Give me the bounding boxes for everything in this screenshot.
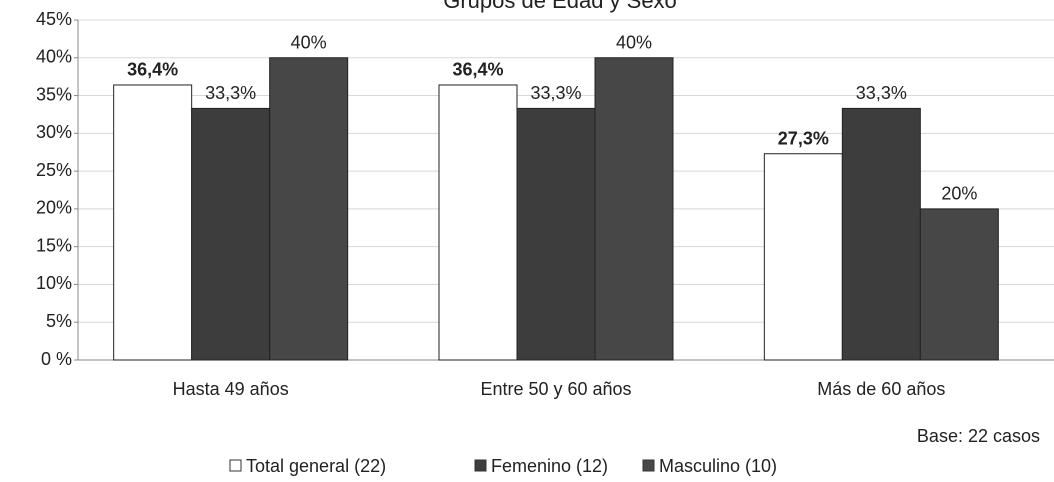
y-tick-label: 35%: [36, 84, 72, 104]
bar: [191, 107, 271, 361]
x-tick-label: Hasta 49 años: [173, 379, 289, 399]
legend-label: Masculino (10): [659, 456, 777, 476]
annotation: Base: 22 casos: [917, 426, 1040, 446]
value-label: 40%: [291, 33, 327, 53]
value-label: 27,3%: [778, 128, 829, 148]
value-label: 36,4%: [452, 60, 503, 80]
value-label: 33,3%: [856, 83, 907, 103]
y-tick-label: 30%: [36, 122, 72, 142]
y-tick-label: 40%: [36, 47, 72, 67]
y-tick-label: 45%: [36, 9, 72, 29]
bar: [269, 57, 349, 361]
value-label: 20%: [941, 184, 977, 204]
x-tick-label: Entre 50 y 60 años: [480, 379, 631, 399]
value-label: 36,4%: [127, 60, 178, 80]
legend-swatch: [474, 459, 487, 472]
value-label: 40%: [616, 33, 652, 53]
value-label: 33,3%: [530, 83, 581, 103]
value-label: 33,3%: [205, 83, 256, 103]
bar: [594, 57, 674, 361]
legend-label: Femenino (12): [491, 456, 608, 476]
legend-swatch: [229, 459, 242, 472]
bar: [516, 107, 596, 361]
legend-swatch: [642, 459, 655, 472]
legend-label: Total general (22): [246, 456, 386, 476]
bar: [841, 107, 921, 361]
y-tick-label: 15%: [36, 235, 72, 255]
y-tick-label: 25%: [36, 160, 72, 180]
y-tick-label: 0 %: [41, 349, 72, 369]
bar: [919, 208, 999, 361]
y-tick-label: 10%: [36, 273, 72, 293]
bar: [438, 84, 518, 361]
bar: [763, 153, 843, 361]
y-tick-label: 20%: [36, 198, 72, 218]
bar: [113, 84, 193, 361]
y-tick-label: 5%: [46, 311, 72, 331]
chart-title: Grupos de Edad y Sexo: [443, 0, 677, 13]
x-tick-label: Más de 60 años: [817, 379, 945, 399]
